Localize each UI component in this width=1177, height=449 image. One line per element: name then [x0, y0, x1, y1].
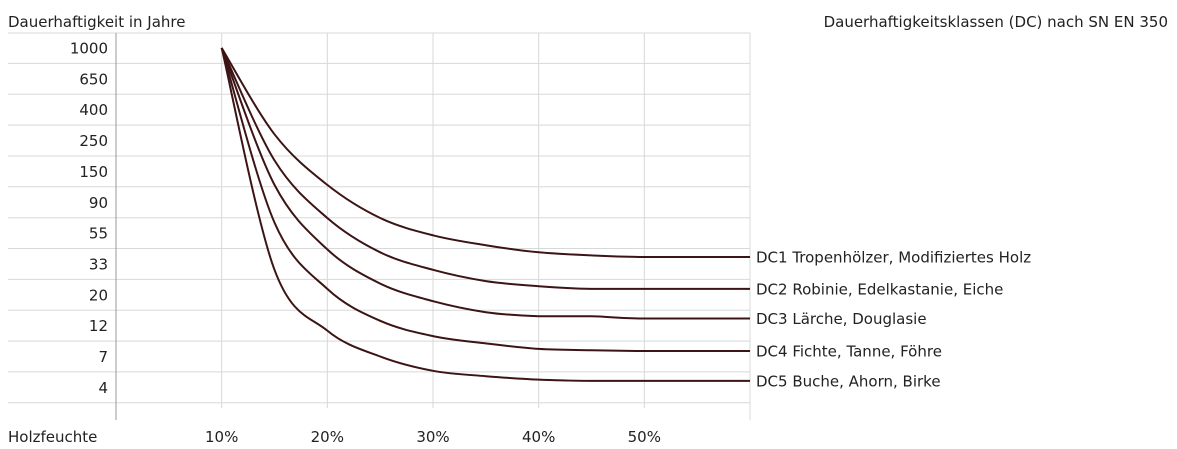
y-tick-label: 12 — [89, 317, 108, 335]
series-labels: DC1 Tropenhölzer, Modifiziertes Holz DC2 … — [756, 249, 1031, 391]
series-line-dc3 — [222, 48, 750, 319]
y-tick-label: 33 — [89, 256, 108, 274]
y-tick-label: 90 — [89, 194, 108, 212]
series-line-dc5 — [222, 48, 750, 381]
series-lines — [222, 48, 750, 381]
x-tick-label: 40% — [522, 428, 555, 446]
series-label-dc5: DC5 Buche, Ahorn, Birke — [756, 372, 941, 390]
grid-lines — [8, 33, 750, 420]
x-axis-title: Holzfeuchte — [8, 428, 97, 446]
y-tick-label: 55 — [89, 225, 108, 243]
legend-title: Dauerhaftigkeitsklassen (DC) nach SN EN … — [824, 13, 1168, 31]
y-axis-title: Dauerhaftigkeit in Jahre — [8, 13, 186, 31]
x-tick-label: 30% — [416, 428, 449, 446]
x-tick-label: 50% — [628, 428, 661, 446]
y-tick-label: 4 — [98, 379, 108, 397]
y-tick-label: 1000 — [70, 40, 108, 58]
y-tick-label: 400 — [79, 101, 108, 119]
series-line-dc1 — [222, 48, 750, 257]
series-line-dc4 — [222, 48, 750, 351]
y-tick-label: 7 — [98, 348, 108, 366]
y-tick-label: 650 — [79, 70, 108, 88]
series-line-dc2 — [222, 48, 750, 289]
y-tick-label: 150 — [79, 163, 108, 181]
y-tick-label: 20 — [89, 286, 108, 304]
series-label-dc3: DC3 Lärche, Douglasie — [756, 310, 927, 328]
y-tick-label: 250 — [79, 132, 108, 150]
series-label-dc2: DC2 Robinie, Edelkastanie, Eiche — [756, 280, 1003, 298]
series-label-dc1: DC1 Tropenhölzer, Modifiziertes Holz — [756, 249, 1031, 267]
series-label-dc4: DC4 Fichte, Tanne, Föhre — [756, 343, 942, 361]
x-tick-label: 20% — [311, 428, 344, 446]
x-tick-labels: 10% 20% 30% 40% 50% — [205, 428, 661, 446]
x-tick-label: 10% — [205, 428, 238, 446]
